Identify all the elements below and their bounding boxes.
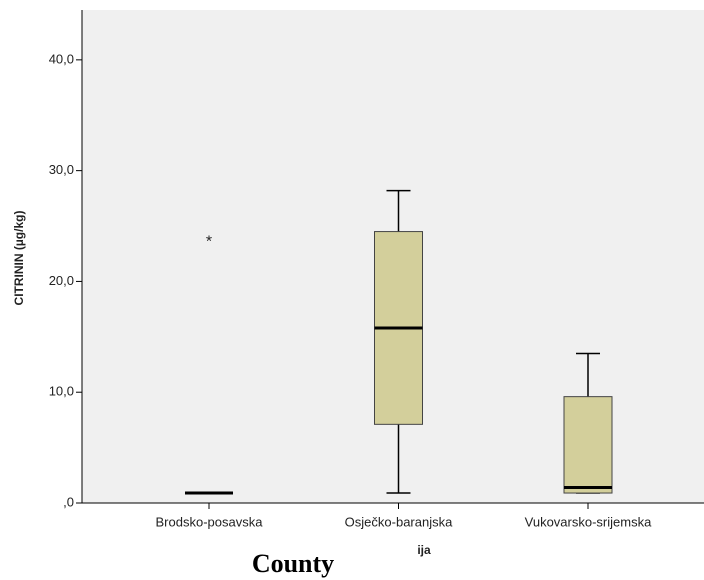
caption: County [252, 549, 334, 578]
y-axis-label: CITRININ (µg/kg) [12, 211, 26, 306]
y-tick-label: 40,0 [49, 51, 74, 66]
x-axis-label: ija [417, 543, 431, 557]
x-tick-label: Vukovarsko-srijemska [525, 514, 652, 529]
y-tick-label: 30,0 [49, 162, 74, 177]
outlier: * [206, 234, 212, 251]
y-tick-label: 20,0 [49, 273, 74, 288]
y-tick-label: 10,0 [49, 384, 74, 399]
x-tick-label: Brodsko-posavska [156, 514, 264, 529]
y-tick-label: ,0 [63, 494, 74, 509]
box [563, 396, 613, 494]
x-tick-label: Osječko-baranjska [345, 514, 453, 529]
